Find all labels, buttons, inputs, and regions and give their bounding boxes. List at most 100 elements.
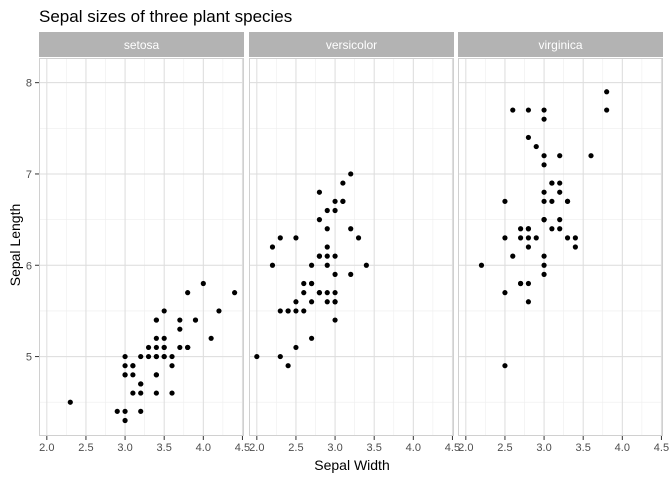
data-point [308, 262, 315, 268]
x-tick-label: 2.5 [288, 442, 303, 454]
data-point [557, 226, 563, 232]
data-point [277, 235, 283, 241]
x-tick-label: 3.5 [367, 442, 382, 454]
data-point [525, 280, 532, 287]
data-point [324, 290, 330, 296]
panel-setosa: setosa 2.0 2.5 3.0 3.5 4.0 4.5 [39, 32, 250, 454]
data-point [517, 235, 524, 241]
data-point [138, 408, 144, 414]
data-point [525, 299, 532, 305]
data-point [114, 408, 120, 414]
data-point [169, 390, 175, 396]
data-point [130, 390, 136, 396]
data-point [517, 226, 524, 232]
data-point [324, 262, 330, 268]
x-axis-title: Sepal Width [314, 457, 389, 473]
x-tick-label: 4.5 [445, 442, 460, 454]
x-tick-label: 3.0 [536, 442, 551, 454]
panel-virginica: virginica 2.0 2.5 3.0 3.5 4.0 4.5 [458, 32, 669, 454]
x-tick-label: 3.5 [576, 442, 591, 454]
data-point [169, 363, 175, 369]
data-point [541, 116, 547, 122]
data-point [348, 226, 354, 232]
data-point [541, 189, 547, 195]
data-point [525, 235, 532, 241]
data-point [316, 290, 323, 296]
data-point [324, 253, 330, 259]
strip-virginica [458, 32, 663, 57]
data-point [332, 317, 338, 323]
y-axis-title: Sepal Length [7, 204, 23, 287]
data-point [122, 353, 128, 360]
panel-background [39, 58, 244, 436]
data-point [192, 317, 199, 323]
data-point [355, 235, 362, 241]
y-tick-label: 7 [26, 169, 32, 181]
data-point [308, 299, 315, 305]
data-point [340, 198, 346, 204]
data-point [153, 317, 159, 323]
data-point [153, 353, 159, 360]
data-point [122, 417, 128, 424]
data-point [541, 162, 547, 168]
data-point [340, 180, 346, 186]
data-point [185, 290, 191, 296]
data-point [138, 353, 144, 360]
data-point [138, 381, 144, 387]
data-point [541, 262, 547, 268]
data-point [557, 180, 563, 186]
data-point [153, 390, 159, 396]
data-point [517, 280, 524, 287]
y-axis-ticks: 5 6 7 8 [26, 78, 39, 364]
x-tick-label: 2.0 [39, 442, 54, 454]
data-point [316, 253, 323, 259]
data-point [541, 198, 547, 204]
data-point [332, 198, 338, 204]
data-point [549, 198, 555, 204]
data-point [177, 344, 183, 351]
data-point [293, 308, 299, 314]
data-point [557, 217, 563, 223]
data-point [301, 308, 307, 314]
data-point [324, 207, 330, 214]
data-point [525, 107, 532, 113]
data-point [277, 308, 283, 314]
x-tick-label: 4.5 [654, 442, 669, 454]
data-point [541, 153, 547, 159]
panel-border [458, 58, 663, 436]
data-point [185, 344, 191, 351]
data-point [525, 244, 532, 250]
data-point [153, 372, 159, 378]
data-point [153, 335, 159, 341]
data-point [363, 262, 369, 268]
strip-versicolor [249, 32, 454, 57]
data-point [285, 308, 291, 314]
x-tick-label: 2.5 [78, 442, 93, 454]
data-point [216, 308, 222, 314]
x-tick-label: 4.0 [196, 442, 211, 454]
strip-label-virginica: virginica [538, 38, 582, 52]
data-point [533, 143, 539, 150]
data-point [145, 344, 152, 351]
data-point [604, 107, 610, 113]
data-point [200, 280, 206, 287]
data-point [161, 344, 167, 351]
strip-label-versicolor: versicolor [326, 38, 377, 52]
data-point [502, 290, 508, 296]
data-point [604, 89, 610, 95]
chart-title: Sepal sizes of three plant species [39, 7, 292, 26]
data-point [525, 134, 532, 141]
data-point [254, 353, 260, 360]
data-point [208, 335, 214, 341]
x-tick-label: 2.5 [497, 442, 512, 454]
data-point [510, 253, 516, 259]
x-tick-label: 4.0 [615, 442, 630, 454]
data-point [177, 326, 183, 332]
data-point [138, 390, 144, 396]
data-point [161, 335, 167, 341]
data-point [557, 153, 563, 159]
data-point [533, 235, 539, 241]
data-point [541, 107, 547, 113]
